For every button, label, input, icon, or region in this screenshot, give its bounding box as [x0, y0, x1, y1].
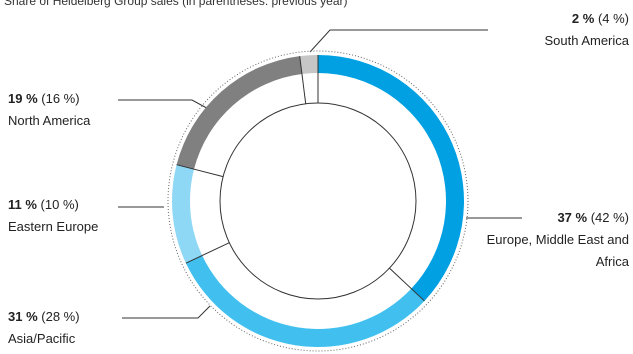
value-label: 31 %: [8, 309, 38, 324]
leader-line: [309, 29, 488, 53]
label-asia-pacific: 31 % (28 %) Asia/Pacific: [8, 306, 80, 350]
category-label: South America: [544, 33, 629, 48]
leader-line: [118, 99, 215, 113]
previous-label: (16 %): [41, 91, 80, 106]
previous-label: (4 %): [597, 11, 629, 26]
segment: [299, 55, 318, 75]
value-label: 11 %: [8, 197, 37, 212]
value-label: 2 %: [571, 11, 595, 26]
previous-label: (10 %): [40, 197, 79, 212]
category-label: North America: [8, 113, 91, 128]
label-south-america: 2 % (4 %) South America: [544, 8, 629, 52]
previous-label: (28 %): [41, 309, 80, 324]
segment-divider: [389, 267, 425, 302]
category-label: Europe, Middle East and Africa: [486, 232, 629, 269]
inner-circle: [219, 102, 417, 300]
previous-label: (42 %): [590, 210, 629, 225]
label-emea: 37 % (42 %) Europe, Middle East and Afri…: [479, 207, 629, 273]
segment-divider: [176, 164, 224, 178]
segment-divider: [299, 56, 307, 104]
segment: [318, 55, 464, 301]
category-label: Eastern Europe: [8, 219, 99, 234]
donut: [167, 50, 469, 352]
segment: [185, 255, 425, 347]
value-label: 37 %: [557, 210, 588, 225]
category-label: Asia/Pacific: [8, 331, 76, 346]
chart-title: Share of Heidelberg Group sales (in pare…: [4, 0, 348, 8]
label-eastern-europe: 11 % (10 %) Eastern Europe: [8, 194, 98, 238]
segment-divider: [185, 242, 230, 264]
segment: [172, 164, 203, 264]
leader-line: [122, 305, 211, 319]
segment: [176, 56, 302, 170]
value-label: 19 %: [8, 91, 38, 106]
dotted-ring: [167, 50, 469, 352]
label-north-america: 19 % (16 %) North America: [8, 88, 90, 132]
